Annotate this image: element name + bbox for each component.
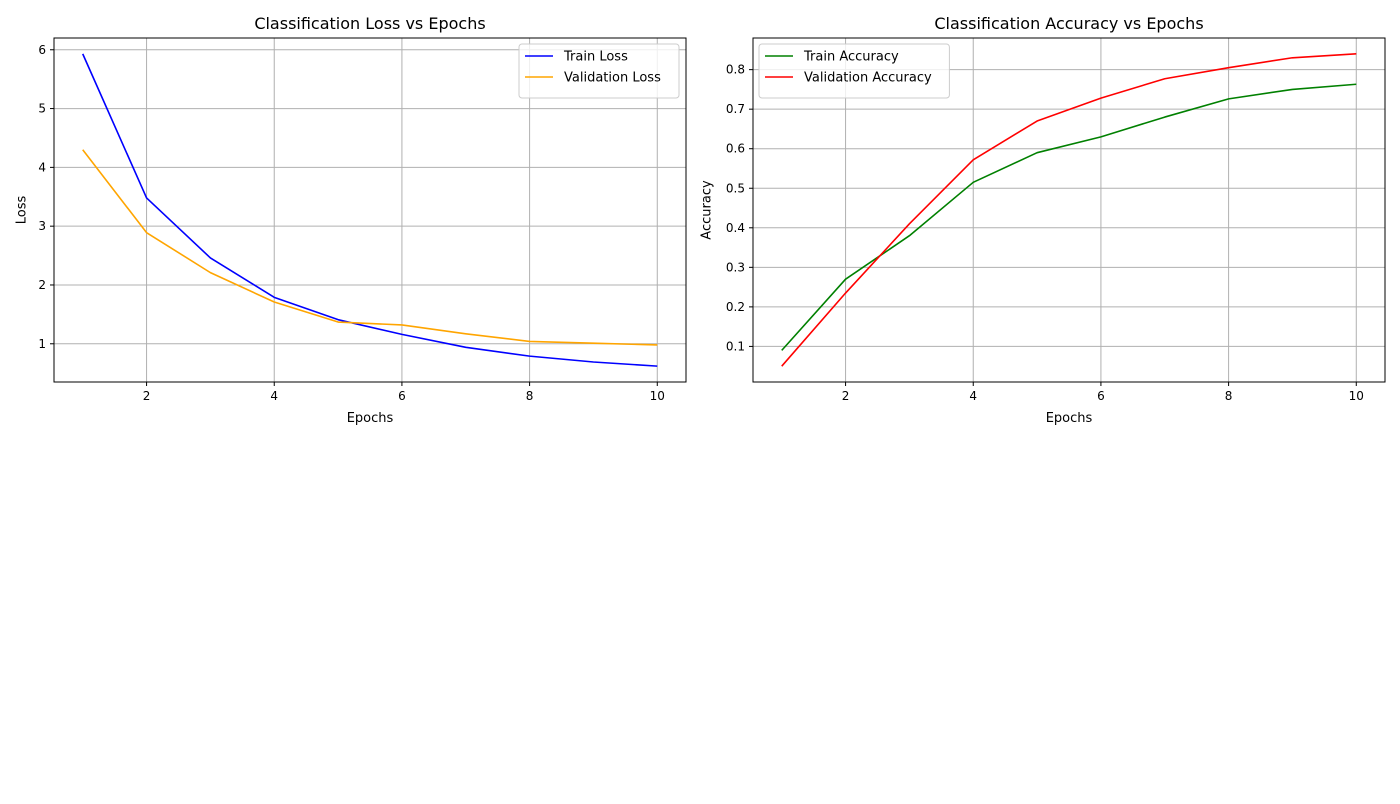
legend-label-1: Train Accuracy <box>803 50 899 65</box>
x-axis-label: Epochs <box>1046 411 1093 426</box>
y-tick-label: 6 <box>38 43 46 57</box>
chart-title: Classification Loss vs Epochs <box>254 14 485 33</box>
legend-label-1: Train Loss <box>563 50 628 65</box>
x-tick-label: 2 <box>842 389 850 403</box>
x-tick-label: 10 <box>1349 389 1364 403</box>
y-axis-label: Accuracy <box>700 180 715 240</box>
y-tick-label: 0.8 <box>726 63 745 77</box>
legend-label-2: Validation Loss <box>564 71 661 86</box>
chart-title: Classification Accuracy vs Epochs <box>934 14 1203 33</box>
y-tick-label: 0.7 <box>726 102 745 116</box>
x-tick-label: 6 <box>1097 389 1105 403</box>
series-line-2 <box>83 150 658 345</box>
y-tick-label: 0.4 <box>726 221 745 235</box>
series-line-1 <box>782 84 1357 350</box>
y-tick-label: 0.3 <box>726 260 745 274</box>
x-tick-label: 4 <box>969 389 977 403</box>
x-tick-label: 4 <box>270 389 278 403</box>
x-tick-label: 2 <box>143 389 151 403</box>
legend: Train Loss Validation Loss <box>519 44 679 98</box>
x-tick-label: 10 <box>650 389 665 403</box>
legend-label-2: Validation Accuracy <box>804 71 932 86</box>
y-tick-label: 0.1 <box>726 339 745 353</box>
chart-panel-2: 2 4 6 8 10 0.1 0.2 0.3 0.4 0.5 0.6 0.7 0.8 Classifica… <box>700 14 1386 426</box>
x-tick-label: 8 <box>526 389 534 403</box>
y-tick-label: 3 <box>38 219 46 233</box>
series-line-1 <box>83 54 658 366</box>
x-tick-label: 6 <box>398 389 406 403</box>
legend: Train Accuracy Validation Accuracy <box>759 44 949 98</box>
y-tick-label: 0.6 <box>726 142 745 156</box>
y-axis-label: Loss <box>15 196 30 225</box>
series-line-2 <box>782 54 1357 366</box>
y-tick-label: 2 <box>38 278 46 292</box>
y-tick-label: 4 <box>38 160 46 174</box>
y-tick-label: 1 <box>38 337 46 351</box>
x-tick-label: 8 <box>1225 389 1233 403</box>
y-tick-label: 5 <box>38 102 46 116</box>
x-axis-label: Epochs <box>347 411 394 426</box>
y-tick-label: 0.2 <box>726 300 745 314</box>
y-tick-label: 0.5 <box>726 181 745 195</box>
